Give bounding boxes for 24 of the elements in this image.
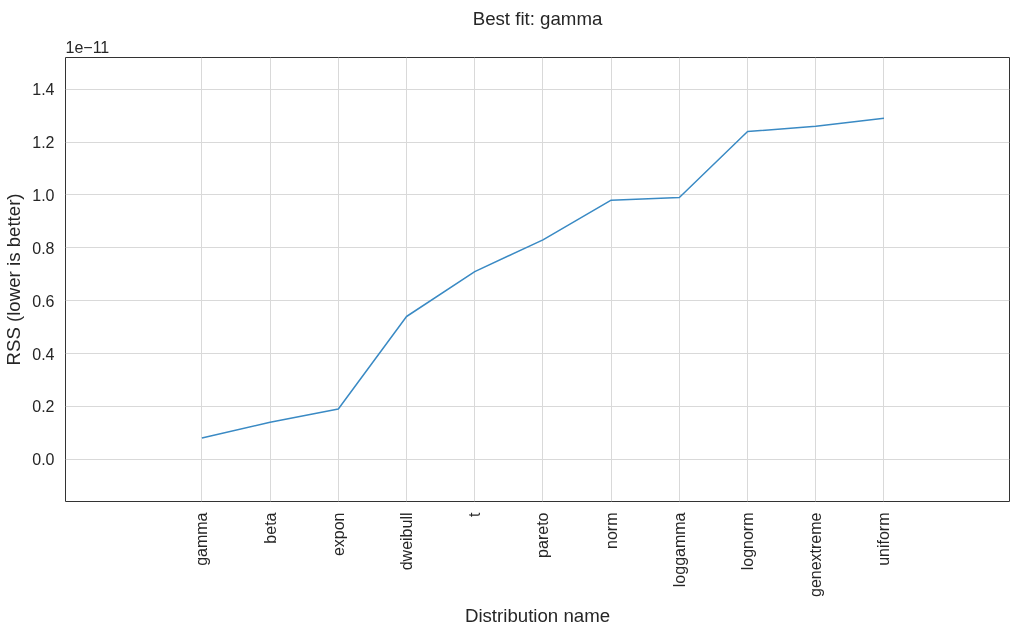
y-tick-label: 0.6 [32,292,55,310]
y-tick-label: 0.0 [32,451,55,469]
x-tick-label: dweibull [398,512,416,571]
x-tick-label: loggamma [670,512,688,588]
x-tick-label: gamma [193,512,211,566]
x-tick-label: genextreme [807,512,825,597]
y-tick-label: 1.4 [32,81,55,99]
x-tick-label: t [466,511,484,517]
text: 1e−11 [65,38,110,56]
chart-title: Best fit: gamma [472,7,603,29]
x-axis-title: Distribution name [464,604,611,626]
line-series [201,117,885,439]
y-tick-label: 1.2 [32,134,55,152]
y-axis-title: RSS (lower is better) [3,193,25,366]
x-tick-label: beta [261,512,279,544]
x-tick-label: pareto [534,512,552,558]
x-tick-label: uniform [875,512,893,566]
y-tick-label: 0.4 [32,345,55,363]
y-tick-label: 1.0 [32,186,55,204]
y-tick-label: 0.8 [32,239,55,257]
x-tick-label: expon [329,512,347,557]
y-tick-label: 0.2 [32,398,55,416]
x-tick-label: lognorm [739,512,757,571]
x-tick-label: norm [602,512,620,549]
